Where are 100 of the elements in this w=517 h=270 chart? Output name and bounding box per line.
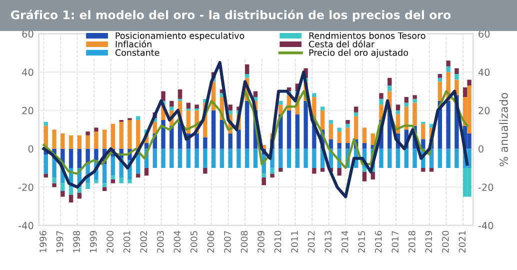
bar — [161, 91, 166, 101]
bar — [110, 156, 116, 176]
bar — [136, 174, 140, 178]
bar — [396, 104, 400, 110]
bar — [245, 64, 250, 74]
bar — [412, 98, 417, 103]
bar — [194, 133, 199, 149]
bar — [346, 120, 350, 124]
x-tick-label: 2010 — [274, 230, 282, 253]
x-tick-label: 2017 — [392, 231, 399, 253]
bar — [438, 82, 442, 101]
bar — [454, 148, 459, 168]
bar — [170, 106, 174, 110]
bar — [320, 168, 325, 172]
bar — [429, 168, 434, 172]
bar — [370, 172, 375, 180]
bar — [404, 97, 408, 103]
bar — [404, 148, 408, 168]
x-tick-label: 1996 — [40, 230, 46, 252]
bar — [320, 106, 325, 110]
bar — [362, 143, 367, 149]
bar — [446, 148, 450, 168]
bar — [295, 114, 300, 149]
bar — [86, 132, 90, 136]
bar — [77, 187, 82, 193]
bar — [110, 179, 116, 184]
bar — [44, 174, 48, 178]
y-tick-label: -40 — [18, 222, 34, 230]
bar — [412, 148, 417, 168]
legend-label: Precio del oro ajustado — [309, 49, 408, 58]
bar — [119, 122, 124, 149]
bar — [52, 178, 56, 184]
bar — [211, 148, 216, 168]
bar — [110, 176, 116, 180]
chart-title: Gráfico 1: el modelo del oro - la distribución de los precios del oro — [10, 10, 451, 22]
x-tick-label: 2013 — [324, 231, 332, 253]
bar — [388, 78, 392, 86]
bar — [203, 137, 208, 149]
bar — [245, 74, 250, 78]
x-tick-label: 2014 — [341, 230, 348, 253]
bar — [362, 168, 367, 172]
x-tick-label: 2018 — [408, 230, 416, 253]
bar — [194, 104, 199, 109]
bar — [52, 183, 56, 188]
bar — [278, 148, 283, 168]
bar — [144, 143, 149, 149]
bar — [286, 148, 292, 168]
bar — [320, 110, 325, 130]
legend-label: Cesta del dólar — [309, 40, 375, 48]
x-tick-label: 2021 — [458, 231, 466, 253]
x-tick-label: 2016 — [374, 230, 382, 253]
bar — [44, 154, 48, 174]
line-series — [42, 90, 468, 175]
y2-tick-label: -40 — [478, 222, 494, 230]
bar — [454, 68, 459, 74]
y-tick-label: 0 — [28, 145, 34, 153]
bar — [446, 100, 450, 149]
bar — [128, 179, 132, 184]
bar — [170, 148, 174, 168]
bar — [337, 128, 342, 132]
x-tick-label: 2019 — [425, 230, 432, 253]
legend-label: Rendmientos bonos Tesoro — [309, 32, 426, 39]
bar — [412, 102, 417, 126]
bar — [312, 148, 316, 168]
bar — [102, 164, 107, 184]
bar — [295, 148, 300, 168]
bar — [446, 60, 450, 66]
bar — [354, 116, 358, 140]
bar — [328, 120, 334, 124]
x-tick-label: 2000 — [106, 230, 114, 253]
x-tick-label: 2002 — [140, 231, 148, 253]
bar — [270, 174, 274, 178]
y2-axis-title: % anualizado — [499, 92, 508, 166]
bar — [467, 86, 472, 134]
bar — [421, 124, 426, 140]
x-tick-label: 2011 — [291, 231, 298, 253]
bar — [467, 80, 472, 86]
y-tick-label: -20 — [18, 184, 34, 191]
bar — [337, 132, 342, 144]
bar — [77, 135, 82, 149]
bar — [286, 110, 292, 149]
bar — [228, 104, 232, 110]
bar — [278, 168, 283, 172]
bar — [454, 74, 459, 80]
y-tick-label: 20 — [22, 106, 34, 114]
bar — [86, 183, 90, 190]
bar — [86, 135, 90, 149]
bar — [144, 168, 149, 176]
bar — [228, 148, 232, 168]
bar — [262, 174, 266, 178]
bar — [346, 124, 350, 128]
bar — [462, 87, 468, 98]
bar — [186, 148, 191, 168]
bar — [396, 148, 400, 168]
x-tick-label: 2015 — [358, 231, 366, 253]
bar — [44, 122, 48, 126]
bar — [110, 124, 116, 149]
bar — [60, 190, 65, 197]
bar — [328, 124, 334, 140]
bar — [60, 183, 65, 191]
